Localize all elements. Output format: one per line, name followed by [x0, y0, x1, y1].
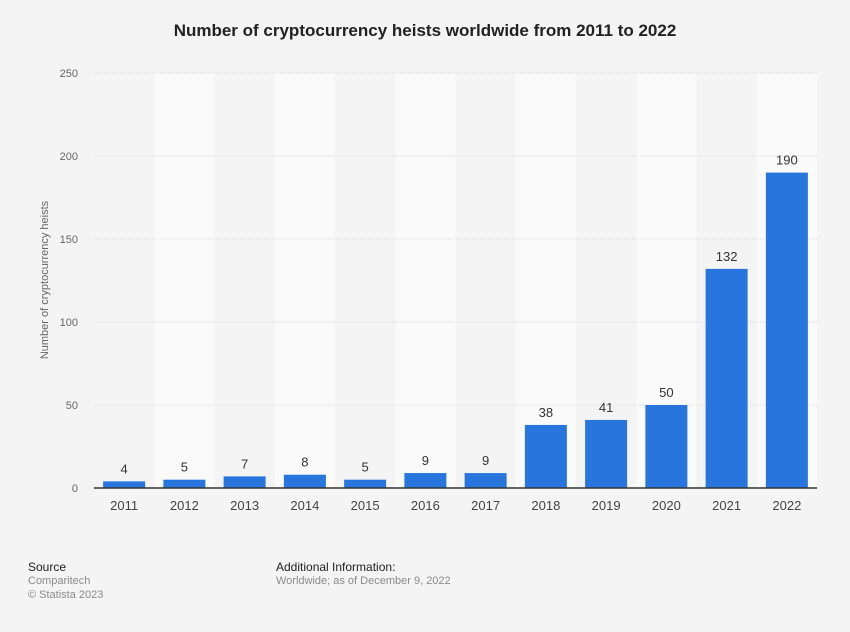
bar-2013	[223, 476, 266, 488]
data-label: 9	[482, 453, 489, 468]
source-name[interactable]: Comparitech	[28, 575, 91, 587]
y-tick-label: 250	[60, 68, 78, 80]
data-label: 7	[241, 456, 248, 471]
info-text: Worldwide; as of December 9, 2022	[276, 575, 451, 587]
source-heading: Source	[28, 560, 67, 574]
x-tick-label: 2017	[471, 498, 500, 513]
bar-2014	[283, 474, 326, 488]
column-stripe	[515, 73, 576, 488]
data-label: 190	[776, 153, 798, 168]
y-tick-label: 100	[60, 317, 78, 329]
data-label: 5	[362, 460, 369, 475]
bar-2018	[524, 424, 567, 488]
bar-2020	[645, 405, 688, 488]
bar-2021	[705, 268, 748, 488]
bar-2017	[464, 473, 507, 488]
data-label: 4	[121, 461, 128, 476]
bar-2012	[163, 479, 206, 488]
data-label: 8	[301, 455, 308, 470]
y-tick-label: 150	[60, 234, 78, 246]
x-tick-label: 2012	[170, 498, 199, 513]
data-label: 5	[181, 460, 188, 475]
x-tick-label: 2019	[592, 498, 621, 513]
data-label: 9	[422, 453, 429, 468]
additional-info-block: Additional Information: Worldwide; as of…	[276, 560, 451, 588]
y-tick-label: 0	[72, 483, 78, 495]
bar-2022	[765, 172, 808, 488]
bar-2015	[344, 479, 387, 488]
x-tick-label: 2021	[712, 498, 741, 513]
x-tick-label: 2013	[230, 498, 259, 513]
x-tick-label: 2020	[652, 498, 681, 513]
data-label: 50	[659, 385, 673, 400]
y-tick-label: 50	[66, 400, 78, 412]
x-tick-label: 2014	[290, 498, 319, 513]
bar-2016	[404, 473, 447, 488]
column-stripe	[274, 73, 335, 488]
data-label: 132	[716, 249, 738, 264]
x-tick-label: 2016	[411, 498, 440, 513]
x-tick-label: 2011	[110, 498, 138, 513]
column-stripe	[154, 73, 215, 488]
bar-2011	[103, 481, 146, 488]
source-block: Source Comparitech © Statista 2023	[28, 560, 103, 602]
copyright: © Statista 2023	[28, 589, 104, 601]
data-label: 38	[539, 405, 553, 420]
column-stripe	[395, 73, 456, 488]
y-tick-label: 200	[60, 151, 78, 163]
bar-2019	[585, 419, 628, 488]
x-tick-label: 2015	[351, 498, 380, 513]
x-tick-label: 2022	[772, 498, 801, 513]
x-tick-label: 2018	[531, 498, 560, 513]
data-label: 41	[599, 400, 613, 415]
info-heading: Additional Information:	[276, 560, 396, 574]
chart-title: Number of cryptocurrency heists worldwid…	[174, 21, 677, 40]
y-axis-label: Number of cryptocurrency heists	[39, 200, 51, 359]
